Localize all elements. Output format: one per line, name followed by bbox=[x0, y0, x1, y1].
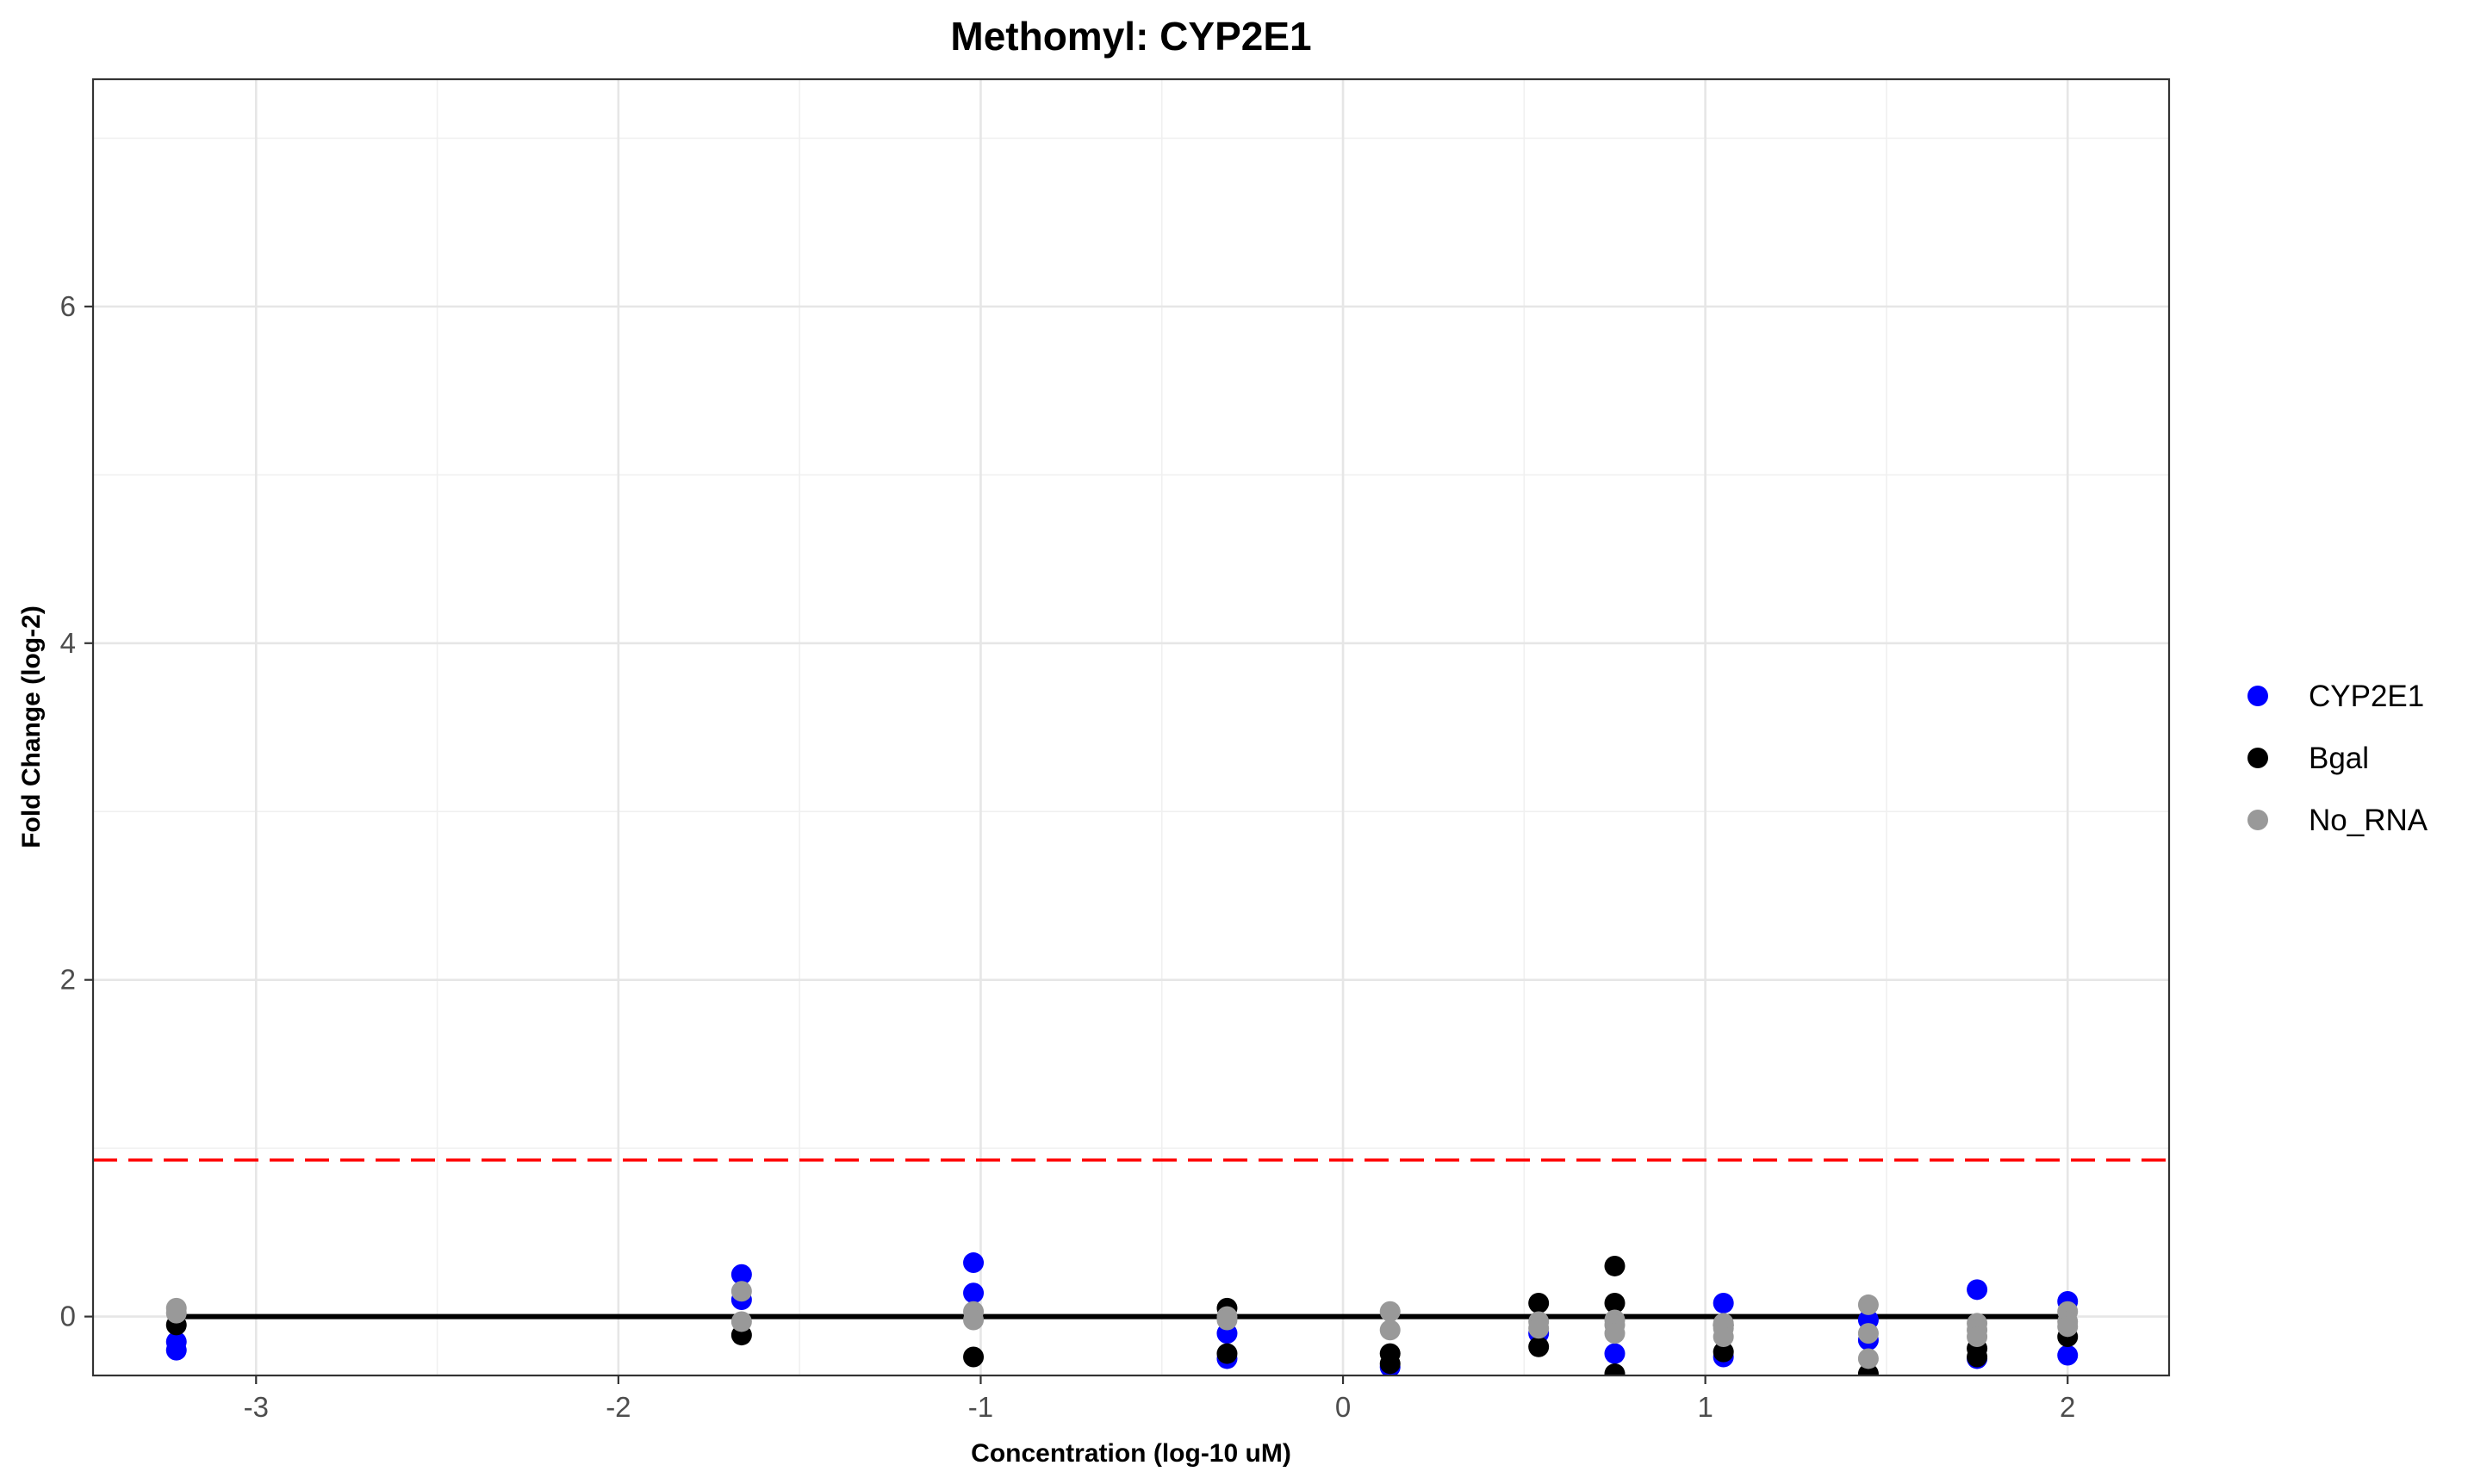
x-tick-label: 1 bbox=[1697, 1391, 1713, 1423]
data-point-cyp2e1 bbox=[1713, 1292, 1734, 1313]
data-point-no-rna bbox=[1713, 1326, 1734, 1348]
data-point-cyp2e1 bbox=[730, 1264, 752, 1285]
data-point-no-rna bbox=[1379, 1301, 1401, 1322]
data-point-no-rna bbox=[1216, 1309, 1238, 1331]
data-points bbox=[165, 1252, 2079, 1375]
data-point-bgal bbox=[1528, 1336, 1550, 1357]
axes: -3 -2 -1 0 1 2 0 2 4 6 bbox=[60, 290, 2076, 1423]
x-tick-label: 0 bbox=[1335, 1391, 1351, 1423]
data-point-cyp2e1 bbox=[963, 1252, 985, 1274]
data-point-bgal bbox=[1216, 1343, 1238, 1364]
data-point-bgal bbox=[1528, 1292, 1550, 1313]
data-point-bgal bbox=[1379, 1353, 1401, 1375]
data-point-no-rna bbox=[1967, 1326, 1988, 1348]
legend-label-cyp2e1: CYP2E1 bbox=[2309, 680, 2424, 713]
x-axis-title: Concentration (log-10 uM) bbox=[971, 1439, 1291, 1468]
x-tick-label: -1 bbox=[968, 1391, 993, 1423]
data-point-no-rna bbox=[1857, 1348, 1879, 1369]
data-point-cyp2e1 bbox=[1967, 1279, 1988, 1301]
data-point-bgal bbox=[1604, 1255, 1626, 1276]
data-point-no-rna bbox=[730, 1311, 752, 1332]
reference-lines bbox=[93, 1158, 2169, 1319]
legend-label-no-rna: No_RNA bbox=[2309, 804, 2428, 837]
y-tick-label: 6 bbox=[60, 290, 76, 322]
data-point-cyp2e1 bbox=[2057, 1344, 2079, 1366]
plot-panel-border bbox=[91, 78, 2171, 1377]
y-tick-label: 2 bbox=[60, 964, 76, 996]
chart-title: Methomyl: CYP2E1 bbox=[950, 14, 1311, 59]
data-point-no-rna bbox=[165, 1302, 187, 1324]
data-point-bgal bbox=[1713, 1341, 1734, 1363]
x-tick-label: 2 bbox=[2060, 1391, 2075, 1423]
data-point-no-rna bbox=[1604, 1323, 1626, 1344]
legend-key-bgal bbox=[2247, 748, 2268, 768]
legend-label-bgal: Bgal bbox=[2309, 742, 2369, 775]
data-point-bgal bbox=[1604, 1363, 1626, 1375]
data-point-no-rna bbox=[2057, 1316, 2079, 1338]
data-point-bgal bbox=[1604, 1292, 1626, 1313]
data-point-no-rna bbox=[1857, 1323, 1879, 1344]
data-point-bgal bbox=[1967, 1346, 1988, 1368]
data-point-bgal bbox=[963, 1346, 985, 1368]
grid bbox=[93, 79, 2169, 1375]
data-point-no-rna bbox=[1528, 1318, 1550, 1339]
x-tick-label: -3 bbox=[244, 1391, 269, 1423]
y-axis-title: Fold Change (log-2) bbox=[17, 605, 46, 848]
data-point-cyp2e1 bbox=[165, 1339, 187, 1361]
data-point-no-rna bbox=[1857, 1294, 1879, 1315]
x-tick-label: -2 bbox=[606, 1391, 631, 1423]
legend-key-cyp2e1 bbox=[2247, 686, 2268, 706]
data-point-no-rna bbox=[730, 1281, 752, 1302]
legend-key-no-rna bbox=[2247, 810, 2268, 830]
data-point-cyp2e1 bbox=[1604, 1343, 1626, 1364]
data-point-no-rna bbox=[963, 1309, 985, 1331]
data-point-cyp2e1 bbox=[963, 1282, 985, 1304]
data-point-no-rna bbox=[1379, 1319, 1401, 1341]
points-group bbox=[165, 1252, 2079, 1375]
y-tick-label: 0 bbox=[60, 1301, 76, 1332]
legend: CYP2E1 Bgal No_RNA bbox=[2247, 680, 2428, 837]
y-tick-label: 4 bbox=[60, 627, 76, 659]
